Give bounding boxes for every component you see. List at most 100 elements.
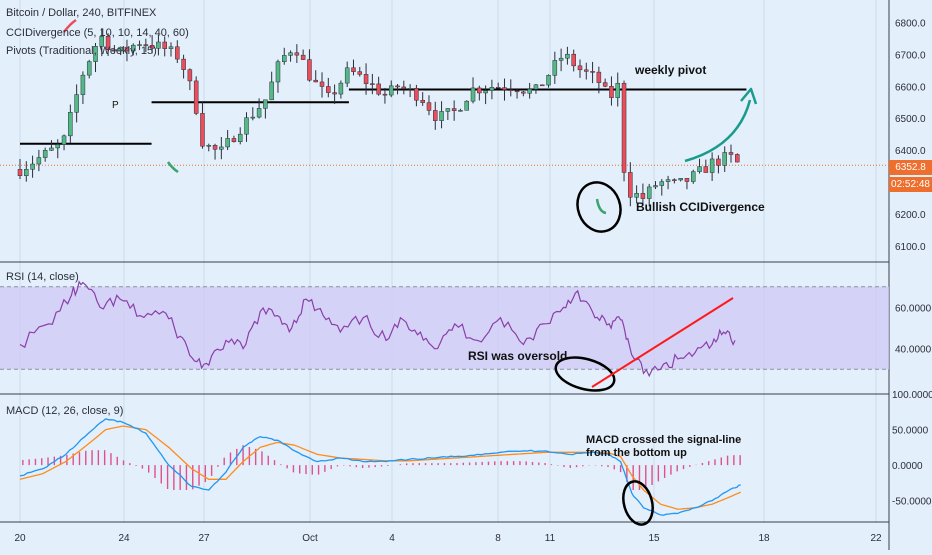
candle-body: [332, 92, 337, 95]
candle-body: [357, 71, 363, 75]
cci-legend[interactable]: CCIDivergence (5, 10, 10, 14, 40, 60): [6, 27, 189, 39]
drawings: [63, 18, 758, 526]
candle-body: [17, 169, 23, 176]
candle-body: [86, 61, 92, 76]
candle-body: [665, 179, 671, 182]
candle-body: [36, 157, 42, 165]
candle-body: [344, 67, 350, 84]
macd-layer: [19, 418, 741, 516]
candle-body: [602, 82, 608, 87]
macd-signal-line: [19, 425, 741, 510]
candle-body: [539, 84, 545, 87]
candle-body: [678, 178, 683, 181]
candle-body: [49, 147, 54, 151]
candle-body: [508, 89, 514, 91]
candle-body: [231, 138, 237, 142]
rsi-legend[interactable]: RSI (14, close): [6, 271, 79, 283]
candle-body: [722, 152, 727, 166]
candle-body: [584, 69, 589, 72]
price-axis-tick-label: 6500.0: [895, 114, 926, 125]
candle-body: [558, 57, 564, 61]
candle-body: [244, 117, 249, 135]
candle-body: [131, 44, 136, 52]
candle-body: [149, 45, 155, 49]
candle-body: [206, 145, 212, 147]
price-axis-tick-label: 6700.0: [895, 50, 926, 61]
candle-body: [640, 193, 646, 199]
candle-body: [269, 81, 274, 101]
candle-body: [307, 59, 312, 81]
macd-axis-tick-label: 0.0000: [892, 461, 923, 472]
main-legend-title[interactable]: Bitcoin / Dollar, 240, BITFINEX: [6, 7, 157, 19]
candle-body: [615, 82, 620, 98]
candle-body: [382, 93, 388, 96]
candle-body: [451, 108, 457, 112]
divergence-mark-left: [166, 161, 179, 174]
candle-body: [565, 53, 570, 59]
candle-body: [596, 71, 602, 83]
candle-body: [74, 94, 79, 113]
candle-body: [426, 102, 432, 111]
time-axis-tick-label: 11: [545, 533, 556, 544]
time-axis-tick-label: 27: [198, 533, 210, 544]
price-tag-value: 6352.8: [895, 162, 926, 173]
candle-body: [395, 85, 400, 88]
candle-body: [527, 88, 532, 94]
candle-body: [30, 163, 35, 170]
rsi-line: [19, 280, 736, 378]
time-axis-tick-label: 22: [870, 533, 882, 544]
macd-line: [19, 418, 741, 516]
candle-body: [363, 74, 369, 84]
candle-body: [42, 150, 48, 158]
rsi-oversold-annotation: RSI was oversold: [468, 349, 568, 363]
price-axis-tick-label: 6100.0: [895, 242, 926, 253]
candle-body: [168, 46, 174, 49]
candle-body: [193, 80, 199, 114]
axes: 6800.06700.06600.06500.06400.06300.06200…: [14, 18, 932, 544]
bullish-divergence-annotation: Bullish CCIDivergence: [636, 200, 765, 214]
macd-legend[interactable]: MACD (12, 26, close, 9): [6, 405, 124, 417]
rsi-band-layer: [0, 286, 889, 370]
candle-body: [99, 36, 105, 47]
candle-body: [156, 41, 161, 49]
candle-body: [470, 87, 476, 102]
candle-body: [653, 185, 658, 188]
candle-body: [514, 90, 520, 93]
candle-body: [439, 111, 444, 121]
countdown-tag: 02:52:48: [889, 177, 932, 192]
candle-body: [646, 186, 652, 199]
divergence-mark-top: [63, 18, 77, 33]
candle-body: [181, 58, 186, 70]
rsi-axis-tick-label: 60.0000: [895, 303, 932, 314]
candle-body: [24, 169, 29, 176]
time-axis-tick-label: 20: [14, 533, 26, 544]
candle-body: [256, 108, 262, 118]
candle-body: [351, 67, 356, 72]
time-axis-tick-label: 24: [118, 533, 130, 544]
candle-body: [338, 82, 344, 95]
candle-body: [414, 88, 419, 101]
candle-body: [93, 46, 98, 62]
candle-body: [112, 49, 117, 52]
candle-body: [376, 83, 381, 95]
candle-body: [143, 44, 149, 46]
candle-body: [489, 87, 495, 91]
rsi-band: [0, 286, 889, 370]
countdown-tag-value: 02:52:48: [891, 179, 930, 190]
time-axis-tick-label: 18: [758, 533, 770, 544]
projection-arrow-shaft: [684, 99, 752, 163]
candle-body: [609, 86, 614, 98]
candle-body: [175, 46, 180, 60]
pivots-legend[interactable]: Pivots (Traditional, Weekly, 15): [6, 45, 157, 57]
price-tag: 6352.8: [889, 160, 932, 175]
rsi-axis-tick-label: 40.0000: [895, 345, 932, 356]
time-axis-tick-label: 8: [495, 533, 501, 544]
time-axis-tick-label: 4: [389, 533, 395, 544]
candle-body: [219, 146, 224, 150]
candle-body: [628, 172, 633, 198]
candle-body: [709, 158, 715, 173]
candle-body: [634, 193, 639, 198]
candle-body: [118, 46, 123, 52]
divergence-mark-right: [595, 198, 607, 215]
